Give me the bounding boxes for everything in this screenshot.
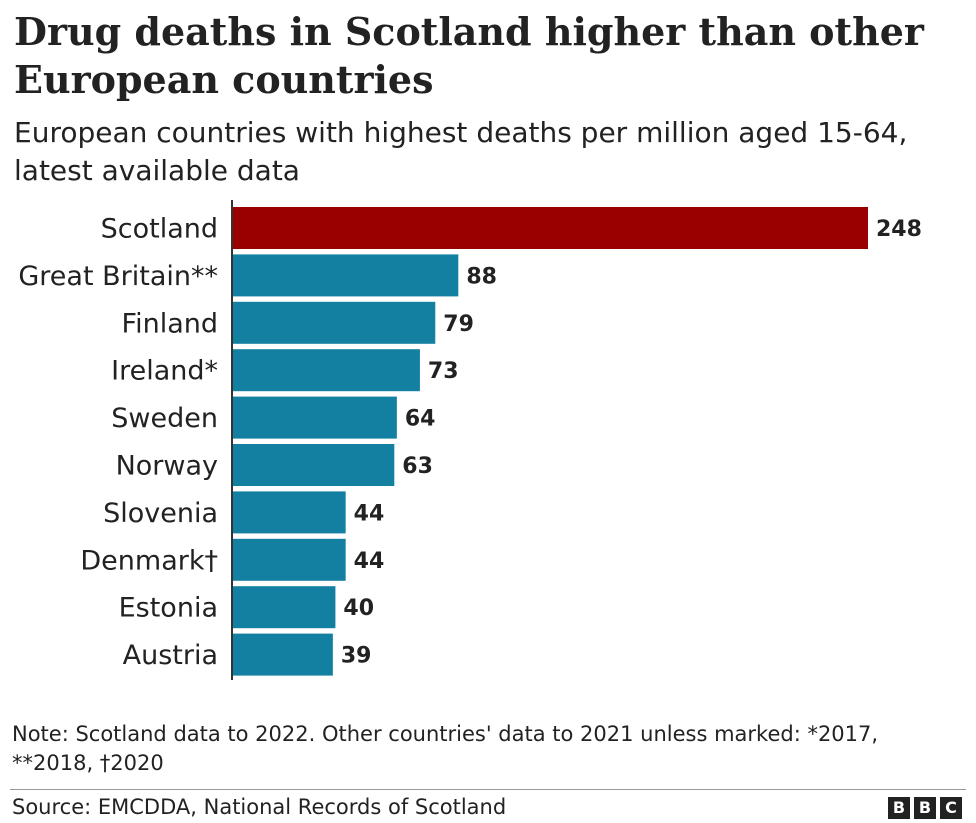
value-label: 40 (343, 596, 374, 621)
logo-letter: B (914, 797, 936, 819)
value-label: 64 (405, 407, 436, 432)
bar (233, 396, 397, 439)
chart-subtitle: European countries with highest deaths p… (14, 116, 908, 187)
bar (233, 491, 346, 534)
bar (233, 538, 346, 581)
value-label: 44 (354, 501, 385, 526)
value-label: 44 (354, 549, 385, 574)
category-label: Sweden (111, 403, 218, 434)
value-label: 79 (443, 312, 474, 337)
category-label: Austria (123, 640, 218, 671)
category-label: Norway (116, 451, 218, 482)
category-label: Scotland (101, 214, 218, 245)
source: Source: EMCDDA, National Records of Scot… (12, 795, 507, 819)
category-label: Great Britain** (18, 261, 218, 292)
category-label: Denmark† (80, 545, 218, 576)
bar (233, 633, 333, 676)
bar (233, 207, 868, 249)
category-label: Estonia (119, 593, 218, 624)
divider (10, 789, 966, 790)
bar (233, 301, 436, 344)
value-label: 88 (466, 264, 497, 289)
chart: Scotland 248 Great Britain** 88 Finland 79 Ire… (18, 200, 922, 680)
value-label: 63 (402, 454, 433, 479)
chart-title: Drug deaths in Scotland higher than othe… (14, 9, 924, 102)
logo-letter: B (888, 797, 910, 819)
bar (233, 254, 459, 297)
value-label: 248 (876, 217, 922, 242)
note: Note: Scotland data to 2022. Other count… (12, 722, 879, 775)
value-label: 39 (341, 644, 372, 669)
category-label: Finland (122, 308, 218, 339)
category-label: Ireland* (111, 356, 218, 387)
logo-letter: C (940, 797, 962, 819)
category-label: Slovenia (103, 498, 218, 529)
bar (233, 349, 420, 392)
logo: B B C (888, 797, 962, 819)
bar (233, 444, 395, 486)
bar (233, 586, 336, 629)
value-label: 73 (428, 359, 459, 384)
